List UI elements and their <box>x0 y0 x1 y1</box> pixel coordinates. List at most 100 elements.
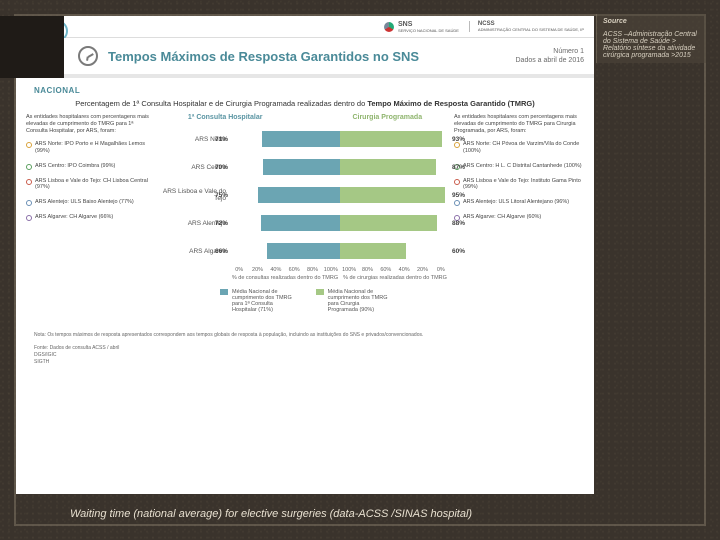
legend-item: Média Nacional de cumprimento dos TMRG p… <box>220 289 296 313</box>
subtitle-a: Percentagem de 1ª Consulta Hospitalar e … <box>75 99 367 108</box>
section-label: NACIONAL <box>16 78 594 97</box>
list-item-text: ARS Lisboa e Vale do Tejo: Instituto Gam… <box>463 178 584 191</box>
sns-sublabel: SERVIÇO NACIONAL DE SAÚDE <box>398 28 459 33</box>
bullet-icon <box>26 200 32 206</box>
chart-row: ARS Lisboa e Vale do Tejo75%95% <box>160 183 450 207</box>
bar-left-value: 75% <box>215 192 228 199</box>
doc-header-logos: SNS SERVIÇO NACIONAL DE SAÚDE NCSS ADMIN… <box>16 16 594 38</box>
row-bars: 71%93% <box>230 131 450 147</box>
bar-left-value: 70% <box>215 164 228 171</box>
legend-item: Média Nacional de cumprimento dos TMRG p… <box>316 289 390 313</box>
notes: Nota: Os tempos máximos de resposta apre… <box>16 324 594 366</box>
bar-right-value: 60% <box>452 248 465 255</box>
issue-number: Número 1 <box>516 47 585 56</box>
left-list: As entidades hospitalares com percentage… <box>26 114 156 324</box>
footer-line: SIGTH <box>34 359 576 366</box>
bar-left-wrap: 66% <box>230 243 340 259</box>
list-item: ARS Norte: IPO Porto e H Magalhães Lemos… <box>26 141 156 154</box>
chart-row: ARS Norte71%93% <box>160 127 450 151</box>
bar-right-wrap: 88% <box>340 215 450 231</box>
list-item-text: ARS Centro: IPO Coimbra (99%) <box>35 163 115 170</box>
issue-date: Dados a abril de 2016 <box>516 56 585 65</box>
bullet-icon <box>26 179 32 185</box>
chart-legend: Média Nacional de cumprimento dos TMRG p… <box>160 289 450 313</box>
source-text: ACSS –Administração Central do Sistema d… <box>603 31 700 59</box>
axis-label-right: % de cirurgias realizadas dentro do TMRG <box>340 275 450 281</box>
bar-left: 72% <box>261 215 340 231</box>
slide-caption: Waiting time (national average) for elec… <box>70 508 472 520</box>
subtitle-b: Tempo Máximo de Resposta Garantido (TMRG… <box>367 99 534 108</box>
left-list-lead: As entidades hospitalares com percentage… <box>26 114 156 135</box>
bar-left: 70% <box>263 159 340 175</box>
list-item: ARS Centro: H L. C Distrital Cantanhede … <box>454 163 584 170</box>
list-item-text: ARS Lisboa e Vale do Tejo: CH Lisboa Cen… <box>35 178 156 191</box>
row-bars: 66%60% <box>230 243 450 259</box>
right-list-lead: As entidades hospitalares com percentage… <box>454 114 584 135</box>
axis-right: 100%80%60%40%20%0% <box>340 267 450 273</box>
bar-left-value: 66% <box>215 248 228 255</box>
sns-logo: SNS SERVIÇO NACIONAL DE SAÚDE <box>384 21 459 33</box>
acss-logo: NCSS ADMINISTRAÇÃO CENTRAL DO SISTEMA DE… <box>469 21 584 32</box>
bar-right-wrap: 95% <box>340 187 450 203</box>
bullet-icon <box>454 200 460 206</box>
list-item-text: ARS Algarve: CH Algarve (60%) <box>463 214 541 221</box>
bar-right-value: 93% <box>452 136 465 143</box>
bar-right-value: 87% <box>452 164 465 171</box>
clock-icon <box>78 46 98 66</box>
subtitle: Percentagem de 1ª Consulta Hospitalar e … <box>16 97 594 114</box>
bar-right-wrap: 60% <box>340 243 450 259</box>
list-item: ARS Lisboa e Vale do Tejo: CH Lisboa Cen… <box>26 178 156 191</box>
list-item-text: ARS Algarve: CH Algarve (66%) <box>35 214 113 221</box>
chart-rows: ARS Norte71%93%ARS Centro70%87%ARS Lisbo… <box>160 127 450 263</box>
footer-line: Fonte: Dados de consulta ACSS / abril <box>34 345 576 352</box>
list-item-text: ARS Centro: H L. C Distrital Cantanhede … <box>463 163 582 170</box>
issue-info: Número 1 Dados a abril de 2016 <box>516 47 585 65</box>
row-bars: 72%88% <box>230 215 450 231</box>
right-list: As entidades hospitalares com percentage… <box>454 114 584 324</box>
axis-left: 100%80%60%40%20%0% <box>230 267 340 273</box>
chart-row: ARS Alentejo72%88% <box>160 211 450 235</box>
legend-text: Média Nacional de cumprimento dos TMRG p… <box>232 289 296 313</box>
bar-right: 88% <box>340 215 437 231</box>
chart-row: ARS Algarve66%60% <box>160 239 450 263</box>
main-content: As entidades hospitalares com percentage… <box>16 114 594 324</box>
legend-swatch-green <box>316 289 324 295</box>
bar-right: 87% <box>340 159 436 175</box>
list-item: ARS Algarve: CH Algarve (60%) <box>454 214 584 221</box>
list-item-text: ARS Norte: IPO Porto e H Magalhães Lemos… <box>35 141 156 154</box>
footer-line: DGS/IGIC <box>34 352 576 359</box>
sns-logo-icon <box>384 22 394 32</box>
list-item: ARS Lisboa e Vale do Tejo: Instituto Gam… <box>454 178 584 191</box>
chart-header-left: 1ª Consulta Hospitalar <box>188 114 263 121</box>
bar-left-wrap: 70% <box>230 159 340 175</box>
bullet-icon <box>26 215 32 221</box>
axis-labels: % de consultas realizadas dentro do TMRG… <box>160 275 450 281</box>
bar-right-wrap: 93% <box>340 131 450 147</box>
bar-right: 60% <box>340 243 406 259</box>
bullet-icon <box>26 142 32 148</box>
sns-label: SNS <box>398 21 412 28</box>
title-bar: Tempos Máximos de Resposta Garantidos no… <box>16 38 594 74</box>
corner-overlay <box>0 16 64 78</box>
list-item: ARS Centro: IPO Coimbra (99%) <box>26 163 156 170</box>
list-item-text: ARS Norte: CH Póvoa de Varzim/Vila do Co… <box>463 141 584 154</box>
page-title: Tempos Máximos de Resposta Garantidos no… <box>108 49 516 64</box>
row-bars: 70%87% <box>230 159 450 175</box>
chart-axis: 100%80%60%40%20%0% 100%80%60%40%20%0% <box>160 267 450 273</box>
bar-left-wrap: 75% <box>230 187 340 203</box>
legend-text: Média Nacional de cumprimento dos TMRG p… <box>328 289 390 313</box>
acss-sublabel: ADMINISTRAÇÃO CENTRAL DO SISTEMA DE SAÚD… <box>478 27 584 32</box>
bar-right-value: 88% <box>452 220 465 227</box>
bar-right: 93% <box>340 131 442 147</box>
chart-headers: 1ª Consulta Hospitalar Cirurgia Programa… <box>160 114 450 121</box>
legend-swatch-blue <box>220 289 228 295</box>
bullet-icon <box>454 179 460 185</box>
bar-right-value: 95% <box>452 192 465 199</box>
bar-left-value: 71% <box>215 136 228 143</box>
list-item: ARS Alentejo: ULS Baixo Alentejo (77%) <box>26 199 156 206</box>
bar-right-wrap: 87% <box>340 159 450 175</box>
butterfly-chart: 1ª Consulta Hospitalar Cirurgia Programa… <box>160 114 450 324</box>
bar-left-value: 72% <box>215 220 228 227</box>
source-panel: Source ACSS –Administração Central do Si… <box>596 14 706 63</box>
list-item-text: ARS Alentejo: ULS Baixo Alentejo (77%) <box>35 199 134 206</box>
